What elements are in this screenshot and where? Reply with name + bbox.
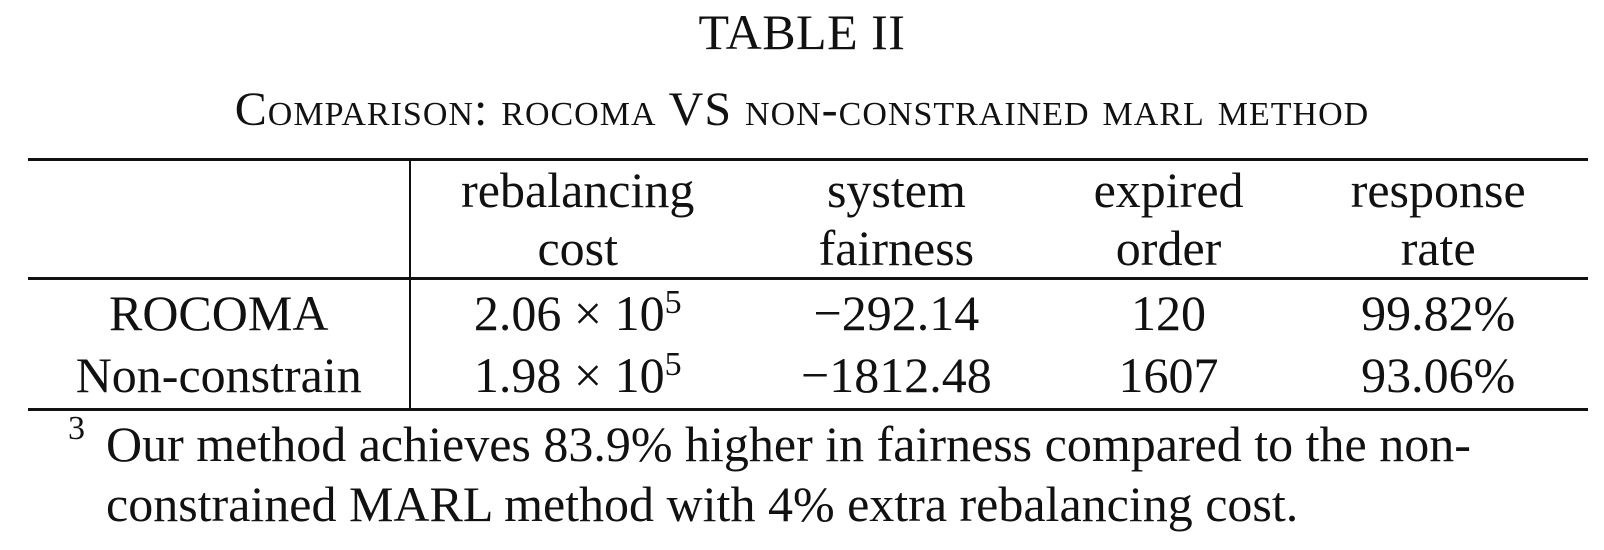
cost-exponent: 5 bbox=[664, 346, 682, 383]
header-response-rate: response rate bbox=[1288, 160, 1588, 279]
header-line: fairness bbox=[818, 220, 975, 276]
cell-rebalancing-cost: 2.06 × 105 bbox=[410, 279, 744, 345]
header-rebalancing-cost: rebalancing cost bbox=[410, 160, 744, 279]
header-line: expired bbox=[1093, 162, 1244, 218]
footnote-text: Our method achieves 83.9% higher in fair… bbox=[106, 414, 1596, 534]
header-line: response bbox=[1350, 162, 1526, 218]
header-method bbox=[28, 159, 412, 279]
header-expired-order: expired order bbox=[1049, 160, 1289, 279]
header-system-fairness: system fairness bbox=[744, 160, 1049, 279]
cost-mantissa: 1.98 × 10 bbox=[473, 347, 665, 403]
cell-system-fairness: −292.14 bbox=[813, 285, 980, 341]
table-caption: Comparison: rocoma VS non-constrained ma… bbox=[234, 83, 1370, 136]
footnote-line: constrained MARL method with 4% extra re… bbox=[106, 476, 1299, 532]
cell-expired-order: 120 bbox=[1131, 285, 1207, 341]
comparison-table: rebalancing cost system fairness expired… bbox=[28, 158, 1588, 411]
cell-rebalancing-cost: 1.98 × 105 bbox=[410, 344, 744, 410]
cell-system-fairness: −1812.48 bbox=[801, 347, 992, 403]
header-line: cost bbox=[537, 220, 619, 276]
table-row: Non-constrain 1.98 × 105 −1812.48 1607 9… bbox=[28, 344, 1588, 410]
cell-method: ROCOMA bbox=[28, 278, 412, 344]
cost-mantissa: 2.06 × 10 bbox=[473, 285, 665, 341]
cost-exponent: 5 bbox=[664, 284, 682, 321]
table-label: TABLE II bbox=[698, 4, 906, 60]
header-line: system bbox=[826, 162, 966, 218]
table-row: ROCOMA 2.06 × 105 −292.14 120 99.82% bbox=[28, 278, 1588, 345]
header-line: rebalancing bbox=[461, 162, 695, 218]
cell-response-rate: 93.06% bbox=[1361, 347, 1516, 403]
cell-expired-order: 1607 bbox=[1118, 347, 1219, 403]
footnote-marker: 3 bbox=[68, 410, 85, 447]
footnote-line: Our method achieves 83.9% higher in fair… bbox=[106, 416, 1471, 472]
cell-response-rate: 99.82% bbox=[1361, 285, 1516, 341]
header-line: order bbox=[1115, 220, 1222, 276]
header-row: rebalancing cost system fairness expired… bbox=[28, 159, 1588, 279]
header-line: rate bbox=[1400, 220, 1476, 276]
cell-method: Non-constrain bbox=[28, 344, 412, 410]
